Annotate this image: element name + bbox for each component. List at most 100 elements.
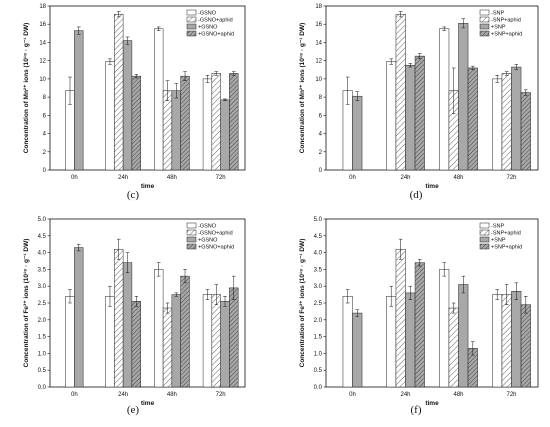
bar: [122, 40, 133, 171]
y-tick-label: 1.5: [314, 335, 323, 341]
bar: [105, 61, 115, 171]
y-tick-label: 14: [39, 40, 46, 46]
bar: [180, 75, 190, 171]
bar: [211, 73, 221, 171]
bar: [458, 284, 469, 388]
y-tick-label: 0.5: [38, 368, 47, 374]
bar: [65, 296, 75, 388]
y-tick-label: 3.5: [38, 267, 47, 273]
legend-swatch: [479, 9, 490, 16]
y-tick-label: 5.0: [314, 217, 323, 223]
chart-panel-0: 0 2 4 6 8 10 12 14 16 18 Concentration of Mn²⁺ ion…: [23, 4, 246, 201]
panel-label: (d): [410, 189, 423, 201]
y-tick-label: 0.0: [314, 385, 323, 391]
legend-swatch: [186, 229, 197, 236]
bar: [448, 307, 459, 388]
y-axis-label: Concentration of Fe³⁺ ions (10¹⁸ · g⁻¹ D…: [23, 239, 30, 368]
bar: [439, 28, 450, 171]
legend-entry: +SNP+aphid: [491, 32, 522, 38]
bar: [171, 90, 181, 171]
bar: [386, 296, 397, 388]
y-tick-label: 8: [319, 95, 323, 101]
x-tick-label: 72h: [216, 175, 226, 181]
legend-entry: -SNP+aphid: [491, 231, 521, 237]
x-tick-label: 48h: [167, 392, 177, 398]
bar: [171, 294, 181, 388]
bar: [229, 287, 239, 388]
bar: [220, 301, 230, 388]
y-tick-label: 2: [43, 150, 47, 156]
bar: [501, 294, 512, 388]
panel-label: (e): [127, 404, 140, 416]
bar: [202, 294, 213, 388]
y-tick-label: 1.0: [38, 351, 47, 357]
legend-swatch: [186, 9, 197, 16]
legend-swatch: [479, 23, 490, 30]
x-axis-label: time: [141, 183, 155, 190]
bar: [405, 64, 416, 171]
chart-panel-3: 0.0 0.5 1.0 1.5 2.0 2.5 3.0 3.5 4.0 4.5 5.0 Concent…: [299, 217, 539, 416]
bar: [511, 290, 522, 388]
bar: [122, 262, 133, 388]
x-tick-label: 24h: [400, 392, 410, 398]
bar: [114, 248, 124, 388]
panel-label: (c): [127, 189, 140, 201]
x-axis-label: time: [425, 183, 439, 190]
bar: [511, 66, 522, 171]
y-tick-label: 2: [319, 150, 323, 156]
bar: [131, 301, 141, 388]
x-tick-label: 72h: [506, 175, 516, 181]
y-tick-label: 2.0: [38, 318, 47, 324]
bar: [180, 275, 190, 388]
legend-entry: -SNP: [491, 11, 504, 17]
x-tick-label: 72h: [216, 392, 226, 398]
y-tick-label: 6: [43, 113, 47, 119]
y-tick-label: 12: [39, 59, 46, 65]
bar: [395, 248, 406, 388]
x-tick-label: 48h: [167, 175, 177, 181]
bar: [414, 262, 425, 388]
bar: [202, 78, 213, 171]
legend-entry: +GSNO: [198, 25, 218, 31]
x-tick-label: 24h: [118, 392, 128, 398]
bar: [154, 269, 164, 388]
y-tick-label: 2.5: [38, 301, 47, 307]
bar: [211, 294, 221, 388]
y-tick-label: 4.0: [314, 251, 323, 257]
legend-entry: -GSNO: [198, 11, 217, 17]
x-tick-label: 72h: [506, 392, 516, 398]
bar: [162, 307, 173, 388]
x-tick-label: 24h: [400, 175, 410, 181]
y-tick-label: 10: [315, 77, 322, 83]
y-tick-label: 3.5: [314, 267, 323, 273]
legend-entry: -GSNO: [198, 224, 217, 230]
legend-swatch: [186, 243, 197, 250]
bar: [439, 269, 450, 388]
bar: [395, 13, 406, 171]
x-tick-label: 48h: [453, 392, 463, 398]
bar: [154, 28, 164, 171]
y-tick-label: 4.0: [38, 251, 47, 257]
bar: [131, 75, 141, 171]
legend-swatch: [186, 16, 197, 23]
bar: [229, 73, 239, 171]
bar: [492, 294, 503, 388]
y-tick-label: 1.0: [314, 351, 323, 357]
y-tick-label: 0.5: [314, 368, 323, 374]
bar: [352, 312, 363, 388]
y-tick-label: 0: [43, 168, 47, 174]
chart-panel-2: 0.0 0.5 1.0 1.5 2.0 2.5 3.0 3.5 4.0 4.5 5.0 Concent…: [23, 217, 246, 416]
bar: [74, 30, 84, 171]
legend-entry: +SNP: [491, 25, 506, 31]
legend-swatch: [479, 243, 490, 250]
legend-swatch: [479, 30, 490, 37]
y-tick-label: 0: [319, 168, 323, 174]
bar: [220, 99, 230, 171]
x-tick-label: 0h: [349, 392, 356, 398]
y-tick-label: 8: [43, 95, 47, 101]
y-axis-label: Concentration of Fe³⁺ ions (10¹⁸ · g⁻¹ D…: [299, 239, 306, 368]
y-tick-label: 18: [315, 4, 322, 10]
bar: [414, 55, 425, 171]
x-tick-label: 48h: [453, 175, 463, 181]
